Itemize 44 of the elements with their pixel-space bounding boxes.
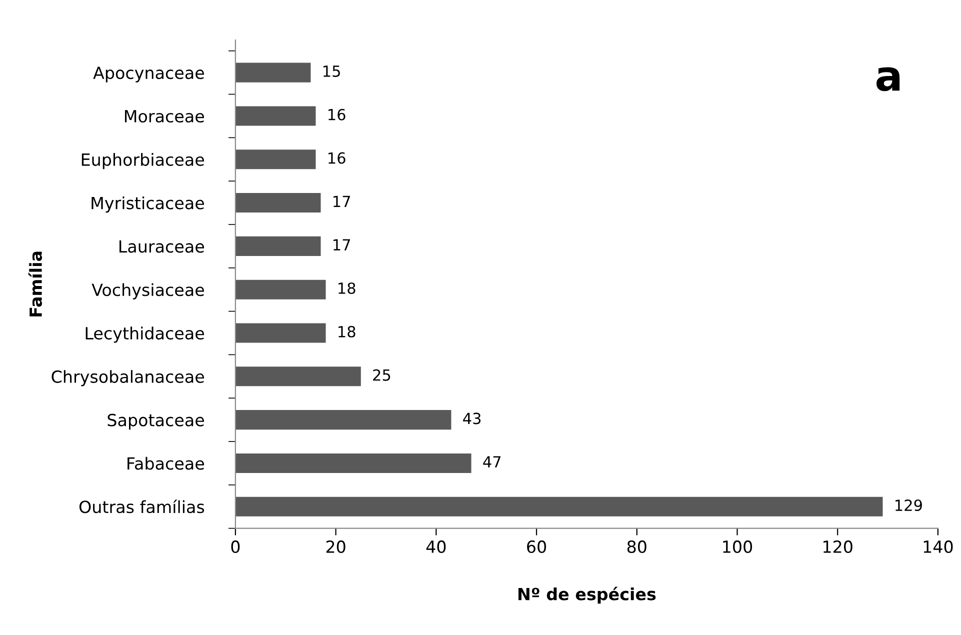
data-label: 47	[483, 456, 501, 468]
y-tick-label: Moraceae	[124, 110, 204, 123]
bar	[235, 453, 472, 473]
bar	[235, 496, 883, 516]
bar	[235, 150, 316, 170]
data-label: 16	[328, 152, 346, 164]
bar	[235, 106, 316, 126]
data-label: 25	[373, 369, 390, 381]
y-tick-label: Vochysiaceae	[92, 283, 204, 300]
y-tick-label: Myristicaceae	[92, 196, 204, 213]
y-tick-label: Sapotaceae	[108, 414, 204, 430]
x-tick-label: 140	[924, 540, 953, 554]
bar	[235, 62, 311, 82]
x-tick-label: 80	[627, 540, 646, 554]
x-tick-label: 20	[326, 540, 346, 554]
data-label: 18	[338, 326, 356, 338]
bar	[235, 323, 326, 343]
y-tick-label: Fabaceae	[128, 456, 204, 470]
bar	[235, 236, 321, 256]
x-tick-label: 100	[723, 540, 752, 554]
bar	[235, 366, 361, 386]
data-label: 43	[463, 412, 481, 424]
bar	[235, 193, 321, 213]
bar	[235, 280, 326, 300]
y-tick-label: Lecythidaceae	[86, 326, 204, 343]
data-label: 16	[328, 108, 346, 120]
data-label: 18	[338, 282, 356, 294]
x-tick-label: 40	[426, 540, 446, 554]
data-label: 129	[896, 499, 922, 512]
annotation: a	[876, 67, 900, 92]
data-label: 15	[324, 66, 340, 77]
x-tick-label: 0	[231, 540, 240, 554]
x-tick-label: 60	[527, 540, 546, 554]
y-tick-label: Apocynaceae	[93, 66, 204, 82]
x-axis-title: Nº de espécies	[518, 586, 656, 604]
y-tick-label: Lauraceae	[120, 240, 204, 253]
y-axis-title: Família	[28, 252, 42, 316]
data-label: 17	[334, 239, 350, 250]
bar	[235, 410, 452, 430]
y-tick-label: Outras famílias	[79, 500, 204, 514]
y-tick-label: Euphorbiaceae	[82, 153, 204, 170]
data-label: 17	[334, 196, 350, 207]
x-tick-label: 120	[824, 540, 852, 554]
y-tick-label: Chrysobalanaceae	[52, 370, 204, 386]
